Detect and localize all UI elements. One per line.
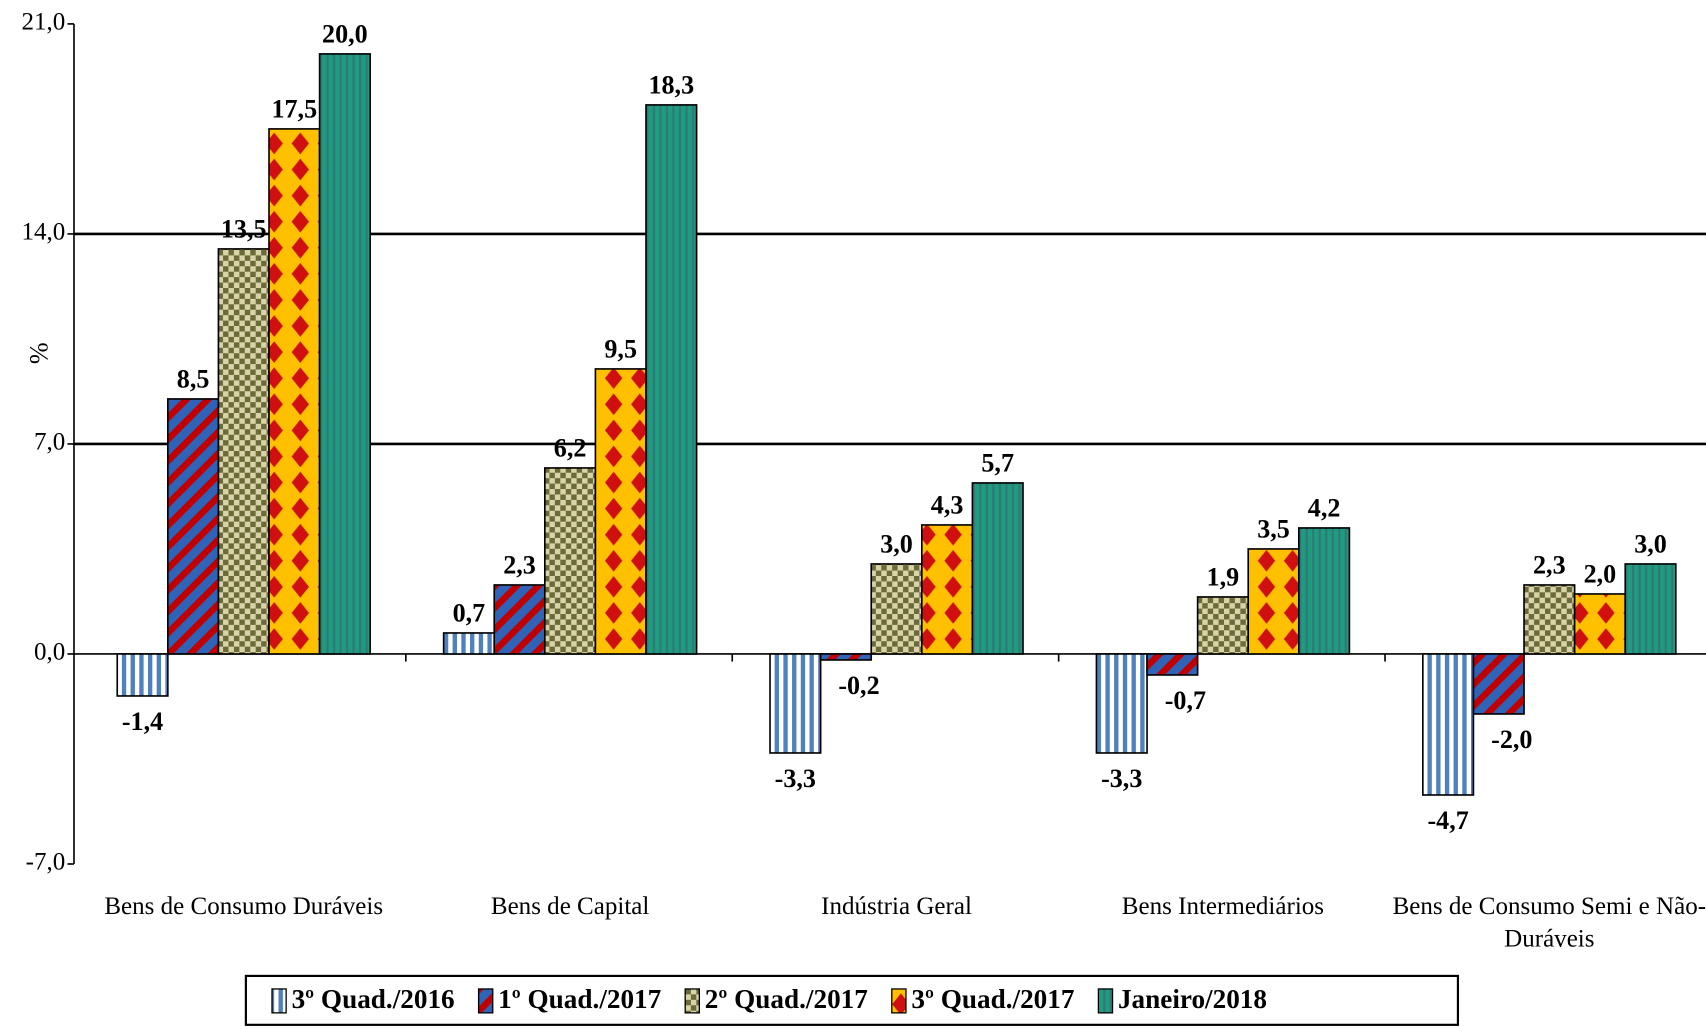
y-axis-label: % xyxy=(24,342,53,364)
bar xyxy=(1146,653,1199,676)
y-tick-label: 0,0 xyxy=(34,639,65,666)
data-label: 8,5 xyxy=(177,365,210,394)
x-tick-label-box: Indústria Geral xyxy=(821,892,972,920)
data-label: 0,7 xyxy=(453,599,486,628)
data-label: 4,3 xyxy=(931,491,964,520)
y-tick-label: 14,0 xyxy=(22,219,66,246)
data-label: 20,0 xyxy=(322,20,368,49)
legend-swatch xyxy=(271,988,287,1014)
bar xyxy=(442,632,496,655)
bar xyxy=(1297,527,1351,655)
bar xyxy=(819,653,873,661)
data-label: 1,9 xyxy=(1207,563,1240,592)
y-tick-label: 21,0 xyxy=(22,9,66,36)
x-tick-label: Indústria Geral xyxy=(821,892,972,920)
bar xyxy=(1422,653,1475,796)
legend-box xyxy=(244,974,1460,1026)
bar xyxy=(971,482,1024,655)
bar xyxy=(544,467,597,655)
bar xyxy=(1523,584,1576,655)
bar xyxy=(1196,596,1250,655)
bar xyxy=(594,368,647,655)
x-tick-label: Bens de Consumo Semi e Não-Duráveis xyxy=(1392,892,1706,953)
data-label: 3,0 xyxy=(1634,530,1667,559)
legend-swatch xyxy=(477,988,494,1014)
legend-label: 1º Quad./2017 xyxy=(498,984,661,1014)
data-label: -2,0 xyxy=(1491,725,1532,754)
bar xyxy=(921,524,974,655)
bar xyxy=(1624,563,1677,655)
x-tick-label-box: Bens Intermediários xyxy=(1121,892,1325,920)
data-label: -0,2 xyxy=(838,671,879,700)
data-label: -3,3 xyxy=(1101,764,1142,793)
bar xyxy=(1095,653,1148,754)
x-tick-label-box: Bens de Consumo Semi e Não-Duráveis xyxy=(1392,892,1706,953)
bar xyxy=(493,584,546,655)
data-label: 5,7 xyxy=(981,449,1014,478)
data-label: 2,3 xyxy=(1533,551,1566,580)
bar xyxy=(769,653,822,754)
bar xyxy=(870,563,923,655)
data-label: 9,5 xyxy=(604,335,637,364)
legend-label: 2º Quad./2017 xyxy=(705,984,868,1014)
data-label: 4,2 xyxy=(1308,494,1341,523)
legend-label: Janeiro/2018 xyxy=(1118,984,1267,1014)
legend-swatch xyxy=(891,988,907,1014)
bar xyxy=(318,53,372,655)
bar xyxy=(1472,653,1525,715)
bar xyxy=(167,398,220,655)
data-label: 17,5 xyxy=(271,95,317,124)
y-tick-label: -7,0 xyxy=(26,849,66,876)
data-label: 13,5 xyxy=(221,215,267,244)
bar xyxy=(268,128,321,655)
x-tick-label: Bens de Consumo Duráveis xyxy=(104,892,384,920)
data-label: 6,2 xyxy=(554,434,587,463)
x-tick-label-box: Bens de Consumo Duráveis xyxy=(104,892,384,920)
y-tick-label: 7,0 xyxy=(34,429,65,456)
data-label: -1,4 xyxy=(122,707,163,736)
bar xyxy=(217,248,270,655)
data-label: 2,0 xyxy=(1584,560,1617,589)
data-label: 3,5 xyxy=(1257,515,1290,544)
data-label: 2,3 xyxy=(503,551,536,580)
data-label: -0,7 xyxy=(1165,686,1206,715)
x-tick-label: Bens Intermediários xyxy=(1121,892,1325,920)
legend-swatch xyxy=(684,988,700,1014)
data-label: 3,0 xyxy=(880,530,913,559)
bar xyxy=(645,104,698,655)
bar xyxy=(1573,593,1627,655)
data-label: 18,3 xyxy=(648,71,694,100)
legend-label: 3º Quad./2017 xyxy=(911,984,1074,1014)
x-tick-label: Bens de Capital xyxy=(490,892,650,920)
x-tick-label-box: Bens de Capital xyxy=(490,892,650,920)
data-label: -3,3 xyxy=(775,764,816,793)
legend: 3º Quad./2016 1º Quad./2017 2º Quad./2017 3… xyxy=(244,974,1460,1026)
legend-label: 3º Quad./2016 xyxy=(292,984,455,1014)
data-label: -4,7 xyxy=(1427,806,1468,835)
legend-swatch xyxy=(1097,988,1114,1014)
bar xyxy=(116,653,169,697)
bar xyxy=(1247,548,1300,655)
